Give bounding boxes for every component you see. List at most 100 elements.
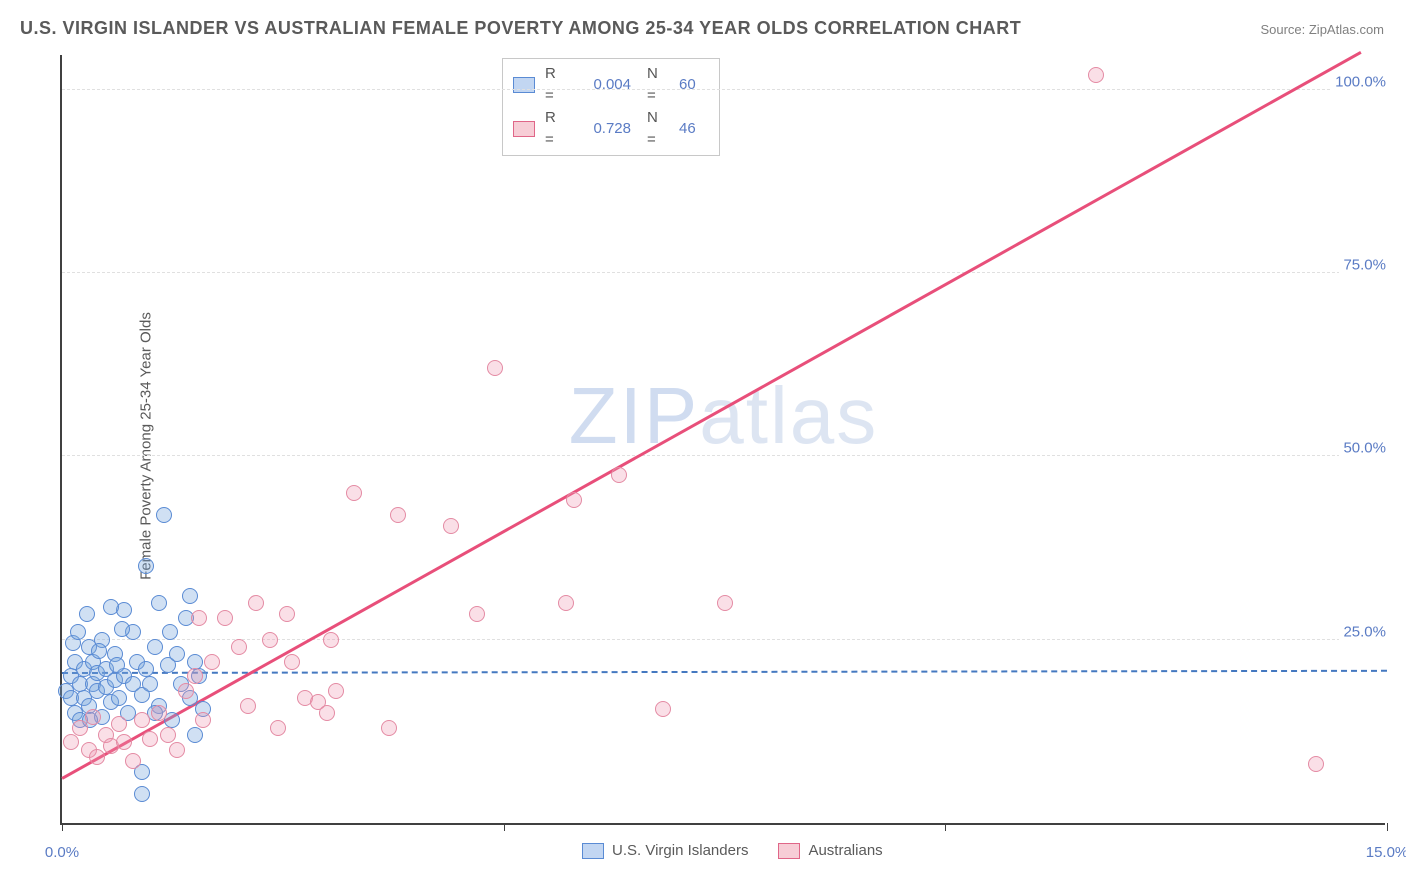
x-tick-label: 0.0% <box>45 844 79 861</box>
point-aus <box>191 610 207 626</box>
r-value: 0.728 <box>577 118 631 140</box>
gridline-h <box>62 455 1385 456</box>
point-aus <box>111 716 127 732</box>
point-aus <box>655 701 671 717</box>
point-usvi <box>91 643 107 659</box>
point-aus <box>319 705 335 721</box>
point-aus <box>270 720 286 736</box>
point-aus <box>204 654 220 670</box>
n-value: 46 <box>679 118 709 140</box>
point-aus <box>558 595 574 611</box>
point-usvi <box>162 624 178 640</box>
point-usvi <box>138 661 154 677</box>
point-aus <box>611 467 627 483</box>
point-usvi <box>111 690 127 706</box>
chart-title: U.S. VIRGIN ISLANDER VS AUSTRALIAN FEMAL… <box>20 18 1021 39</box>
point-aus <box>323 632 339 648</box>
r-label: R = <box>545 63 567 107</box>
watermark-thin: atlas <box>699 371 878 460</box>
point-aus <box>125 753 141 769</box>
point-aus <box>1088 67 1104 83</box>
n-value: 60 <box>679 74 709 96</box>
point-aus <box>169 742 185 758</box>
point-usvi <box>109 657 125 673</box>
n-label: N = <box>647 63 669 107</box>
y-tick-label: 100.0% <box>1331 73 1390 90</box>
point-usvi <box>169 646 185 662</box>
point-aus <box>63 734 79 750</box>
point-aus <box>116 734 132 750</box>
n-label: N = <box>647 107 669 151</box>
point-aus <box>284 654 300 670</box>
point-usvi <box>187 727 203 743</box>
x-tick <box>504 823 505 831</box>
point-aus <box>187 668 203 684</box>
point-aus <box>142 731 158 747</box>
point-aus <box>89 749 105 765</box>
x-tick <box>62 823 63 831</box>
point-usvi <box>142 676 158 692</box>
point-usvi <box>156 507 172 523</box>
point-usvi <box>182 588 198 604</box>
legend-bottom-item: U.S. Virgin Islanders <box>582 842 748 859</box>
point-aus <box>390 507 406 523</box>
legend-swatch <box>513 121 535 137</box>
r-value: 0.004 <box>577 74 631 96</box>
point-aus <box>279 606 295 622</box>
legend-series: U.S. Virgin Islanders Australians <box>582 842 883 859</box>
gridline-h <box>62 639 1385 640</box>
watermark: ZIPatlas <box>569 370 878 462</box>
point-aus <box>487 360 503 376</box>
x-tick <box>1387 823 1388 831</box>
legend-label: U.S. Virgin Islanders <box>612 842 748 859</box>
point-usvi <box>187 654 203 670</box>
y-tick-label: 50.0% <box>1339 440 1390 457</box>
x-tick <box>945 823 946 831</box>
point-aus <box>231 639 247 655</box>
point-aus <box>178 683 194 699</box>
legend-bottom-item: Australians <box>778 842 882 859</box>
legend-top-row: R = 0.728 N = 46 <box>513 107 709 151</box>
legend-swatch <box>582 843 604 859</box>
point-usvi <box>79 606 95 622</box>
point-aus <box>85 709 101 725</box>
gridline-h <box>62 89 1385 90</box>
gridline-h <box>62 272 1385 273</box>
legend-label: Australians <box>808 842 882 859</box>
point-aus <box>566 492 582 508</box>
point-usvi <box>114 621 130 637</box>
source-label: Source: ZipAtlas.com <box>1260 22 1384 37</box>
point-usvi <box>151 595 167 611</box>
point-aus <box>195 712 211 728</box>
r-label: R = <box>545 107 567 151</box>
y-tick-label: 75.0% <box>1339 257 1390 274</box>
point-aus <box>328 683 344 699</box>
x-tick-label: 15.0% <box>1366 844 1406 861</box>
point-aus <box>346 485 362 501</box>
point-aus <box>248 595 264 611</box>
point-aus <box>72 720 88 736</box>
point-usvi <box>138 558 154 574</box>
point-aus <box>240 698 256 714</box>
legend-swatch <box>513 77 535 93</box>
legend-top-row: R = 0.004 N = 60 <box>513 63 709 107</box>
y-tick-label: 25.0% <box>1339 623 1390 640</box>
point-aus <box>1308 756 1324 772</box>
legend-correlation: R = 0.004 N = 60 R = 0.728 N = 46 <box>502 58 720 156</box>
trendline-usvi <box>62 670 1387 674</box>
point-aus <box>469 606 485 622</box>
plot-area: ZIPatlas R =0.004N =60R =0.728N =46 U.S.… <box>60 55 1385 825</box>
legend-swatch <box>778 843 800 859</box>
point-aus <box>443 518 459 534</box>
point-usvi <box>70 624 86 640</box>
point-aus <box>717 595 733 611</box>
point-usvi <box>103 599 119 615</box>
point-aus <box>217 610 233 626</box>
point-aus <box>160 727 176 743</box>
point-usvi <box>134 786 150 802</box>
point-aus <box>151 705 167 721</box>
watermark-bold: ZIP <box>569 371 699 460</box>
point-aus <box>262 632 278 648</box>
point-usvi <box>147 639 163 655</box>
point-aus <box>134 712 150 728</box>
